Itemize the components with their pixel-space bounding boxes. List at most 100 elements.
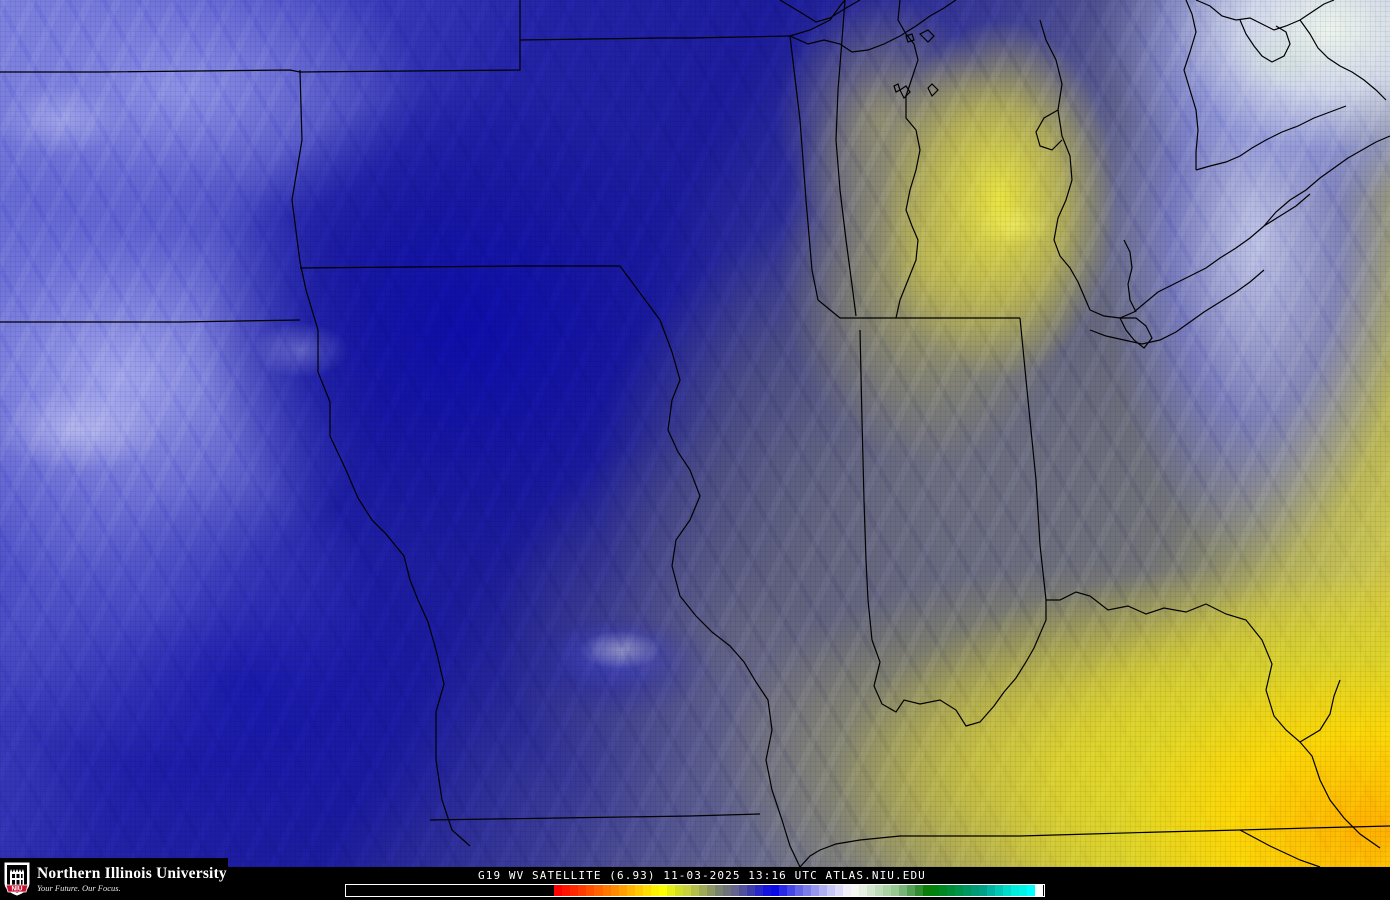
scale-swatch xyxy=(602,885,611,896)
scale-swatch xyxy=(1003,885,1012,896)
scale-swatch xyxy=(1011,885,1020,896)
scale-swatch xyxy=(907,885,916,896)
scale-swatch xyxy=(586,885,595,896)
scale-swatch xyxy=(482,885,491,896)
scale-swatch xyxy=(522,885,531,896)
scale-swatch xyxy=(562,885,571,896)
cloud-detail-layer xyxy=(0,0,1390,867)
scale-swatch xyxy=(947,885,956,896)
scale-swatch xyxy=(931,885,940,896)
scale-swatch xyxy=(706,885,715,896)
scale-swatch xyxy=(570,885,579,896)
scale-swatch xyxy=(995,885,1004,896)
university-name: Northern Illinois University xyxy=(37,864,227,882)
scale-swatch xyxy=(987,885,996,896)
scale-swatch xyxy=(923,885,932,896)
scale-swatch xyxy=(818,885,827,896)
scale-swatch xyxy=(730,885,739,896)
scale-swatch xyxy=(1027,885,1036,896)
scale-swatch xyxy=(842,885,851,896)
scale-swatch xyxy=(498,885,507,896)
scale-swatch xyxy=(859,885,868,896)
scale-swatch xyxy=(899,885,908,896)
scale-swatch xyxy=(434,885,443,896)
scale-swatch xyxy=(963,885,972,896)
scale-swatch xyxy=(794,885,803,896)
scale-swatch xyxy=(690,885,699,896)
scale-swatch xyxy=(458,885,467,896)
niu-shield-icon: NIU xyxy=(4,862,30,896)
scale-swatch xyxy=(778,885,787,896)
scale-swatch xyxy=(490,885,499,896)
scale-swatch xyxy=(578,885,587,896)
niu-branding[interactable]: NIU Northern Illinois University Your Fu… xyxy=(0,858,228,900)
scale-swatch xyxy=(410,885,419,896)
state-boundaries xyxy=(0,0,1390,867)
scale-swatch xyxy=(666,885,675,896)
satellite-image xyxy=(0,0,1390,867)
moisture-field-layer xyxy=(0,0,1390,867)
scale-swatch xyxy=(346,885,355,896)
scale-swatch xyxy=(634,885,643,896)
scale-swatch xyxy=(618,885,627,896)
scale-swatch xyxy=(658,885,667,896)
scale-swatch xyxy=(554,885,563,896)
scale-swatch xyxy=(834,885,843,896)
scale-swatch xyxy=(370,885,379,896)
scale-swatch xyxy=(875,885,884,896)
scale-swatch xyxy=(802,885,811,896)
scale-swatch xyxy=(394,885,403,896)
wave-streak-layer xyxy=(0,0,1390,867)
scale-swatch xyxy=(426,885,435,896)
scale-swatch xyxy=(1035,885,1044,896)
university-tagline: Your Future. Our Focus. xyxy=(37,883,121,893)
scale-swatch xyxy=(738,885,747,896)
scale-swatch xyxy=(714,885,723,896)
scale-swatch xyxy=(474,885,483,896)
scale-swatch xyxy=(682,885,691,896)
scale-swatch xyxy=(594,885,603,896)
scale-swatch xyxy=(674,885,683,896)
scale-swatch xyxy=(450,885,459,896)
scale-swatch xyxy=(979,885,988,896)
scale-swatch xyxy=(762,885,771,896)
scale-swatch xyxy=(770,885,779,896)
scale-swatch xyxy=(378,885,387,896)
scale-swatch xyxy=(883,885,892,896)
scale-swatch xyxy=(538,885,547,896)
scale-swatch xyxy=(939,885,948,896)
scale-swatch xyxy=(850,885,859,896)
scale-swatch xyxy=(610,885,619,896)
scale-swatch xyxy=(506,885,515,896)
scale-swatch xyxy=(442,885,451,896)
scale-swatch xyxy=(402,885,411,896)
scale-swatch xyxy=(867,885,876,896)
scale-swatch xyxy=(626,885,635,896)
color-scale-bar xyxy=(345,884,1045,897)
scale-swatch xyxy=(746,885,755,896)
map-boundary-overlay xyxy=(0,0,1390,867)
pixelation-layer xyxy=(0,0,1390,867)
scale-swatch xyxy=(891,885,900,896)
scale-swatch xyxy=(971,885,980,896)
scale-swatch xyxy=(354,885,363,896)
scale-swatch xyxy=(466,885,475,896)
scale-swatch xyxy=(418,885,427,896)
scale-swatch xyxy=(546,885,555,896)
scale-swatch xyxy=(698,885,707,896)
scale-swatch xyxy=(362,885,371,896)
scale-swatch xyxy=(810,885,819,896)
scale-swatch xyxy=(386,885,395,896)
scale-swatch xyxy=(1019,885,1028,896)
scale-swatch xyxy=(722,885,731,896)
scale-swatch xyxy=(786,885,795,896)
product-caption: G19 WV SATELLITE (6.93) 11-03-2025 13:16… xyxy=(478,869,926,882)
scale-swatch xyxy=(642,885,651,896)
scale-swatch xyxy=(530,885,539,896)
niu-monogram: NIU xyxy=(11,886,22,893)
scale-swatch xyxy=(915,885,924,896)
scale-swatch xyxy=(826,885,835,896)
scale-swatch xyxy=(754,885,763,896)
scale-swatch xyxy=(650,885,659,896)
